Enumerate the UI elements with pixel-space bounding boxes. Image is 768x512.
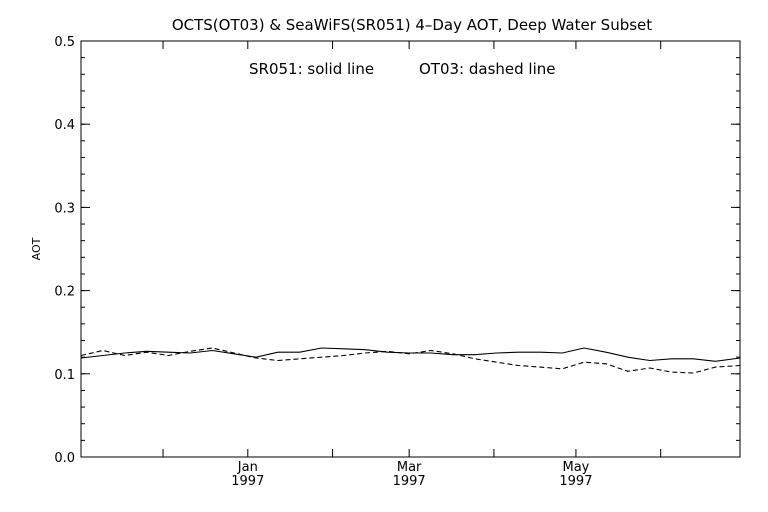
series-line-sr051 <box>80 347 741 362</box>
y-tick-label: 0.0 <box>54 451 75 466</box>
y-axis: 0.0 0.1 0.2 0.3 0.4 0.5 <box>54 35 740 466</box>
y-tick-label: 0.3 <box>54 201 75 216</box>
x-tick-label-year: 1997 <box>559 474 592 489</box>
annotation-solid-line: SR051: solid line <box>249 60 374 78</box>
x-tick-label-month: May <box>562 460 589 475</box>
annotation-dashed-line: OT03: dashed line <box>419 60 556 78</box>
y-tick-label: 0.4 <box>54 118 75 133</box>
x-tick-label-month: Mar <box>397 460 422 475</box>
x-tick-label-year: 1997 <box>231 474 264 489</box>
y-axis-label: AOT <box>30 237 43 260</box>
series-line-ot03 <box>80 347 741 374</box>
chart-title: OCTS(OT03) & SeaWiFS(SR051) 4–Day AOT, D… <box>172 16 652 34</box>
plot-frame <box>80 40 741 458</box>
x-tick-label-month: Jan <box>237 460 258 475</box>
y-tick-label: 0.5 <box>54 35 75 50</box>
y-tick-label: 0.1 <box>54 368 75 383</box>
x-tick-label-year: 1997 <box>393 474 426 489</box>
series-layer <box>80 347 741 374</box>
y-tick-label: 0.2 <box>54 285 75 300</box>
